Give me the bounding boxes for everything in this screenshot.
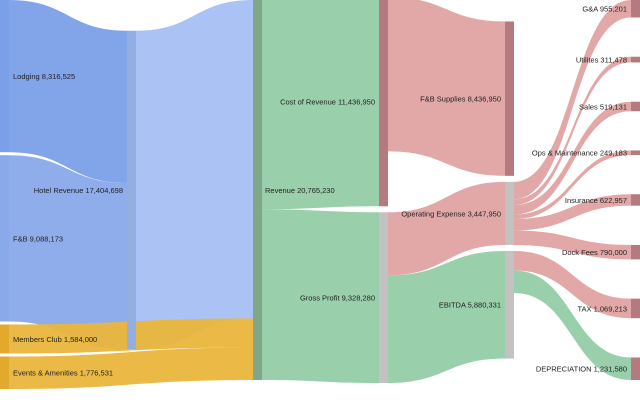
label-opex: Operating Expense 3,447,950	[401, 209, 501, 218]
label-lodging: Lodging 8,316,525	[13, 72, 75, 81]
node-ops	[631, 150, 640, 156]
node-ebitda	[505, 250, 514, 359]
label-members: Members Club 1,584,000	[13, 335, 97, 344]
link-revenue-to-gp	[262, 209, 379, 383]
link-lodging-to-hotel	[9, 0, 127, 183]
link-gp-to-ebitda	[388, 250, 505, 384]
node-revenue	[253, 0, 262, 380]
node-util	[631, 56, 640, 63]
link-opex-to-ops	[514, 150, 631, 220]
label-dock: Dock Fees 790,000	[562, 248, 627, 257]
node-dep	[631, 357, 640, 380]
label-ins: Insurance 622,957	[565, 196, 627, 205]
link-gp-to-opex	[388, 181, 505, 276]
link-cor-to-fbs	[388, 0, 505, 176]
node-cor	[379, 0, 388, 207]
sankey-labels: Lodging 8,316,525 F&B 9,088,173 Members Cl…	[13, 5, 627, 378]
node-members	[0, 324, 9, 354]
link-revenue-to-cor	[262, 0, 379, 210]
label-gp: Gross Profit 9,328,280	[300, 294, 375, 303]
label-ga: G&A 955,201	[582, 5, 627, 14]
node-ins	[631, 194, 640, 206]
link-opex-to-sales	[514, 101, 631, 215]
label-revenue: Revenue 20,765,230	[265, 186, 335, 195]
link-opex-to-util	[514, 56, 631, 206]
node-opex	[505, 181, 514, 245]
label-fb: F&B 9,088,173	[13, 234, 63, 243]
label-sales: Sales 519,131	[579, 102, 627, 111]
label-dep: DEPRECIATION 1,231,580	[536, 365, 627, 374]
link-ebitda-to-tax	[514, 250, 631, 319]
sankey-nodes	[0, 0, 640, 389]
label-cor: Cost of Revenue 11,436,950	[280, 98, 375, 107]
label-util: Utilites 311,478	[576, 56, 627, 65]
node-dock	[631, 244, 640, 260]
label-events: Events & Amenities 1,776,531	[13, 369, 113, 378]
node-sales	[631, 101, 640, 112]
node-gp	[379, 212, 388, 383]
label-tax: TAX 1,069,213	[578, 304, 627, 313]
link-ebitda-to-dep	[514, 270, 631, 380]
label-fbs: F&B Supplies 8,436,950	[420, 95, 501, 104]
node-ga	[631, 0, 640, 18]
link-hotel-to-revenue	[136, 0, 253, 350]
node-fb	[0, 155, 9, 322]
node-lodging	[0, 0, 9, 153]
node-events	[0, 356, 9, 389]
link-events-to-revenue	[9, 347, 253, 389]
node-tax	[631, 298, 640, 319]
node-fbs	[505, 21, 514, 176]
label-hotel: Hotel Revenue 17,404,698	[34, 186, 123, 195]
node-hotel	[127, 30, 136, 350]
link-opex-to-dock	[514, 230, 631, 260]
link-fb-to-hotel	[9, 155, 127, 350]
link-opex-to-ga	[514, 0, 631, 200]
link-opex-to-ins	[514, 194, 631, 231]
label-ebitda: EBITDA 5,880,331	[439, 301, 501, 310]
label-ops: Ops & Maintenance 249,183	[532, 149, 627, 158]
